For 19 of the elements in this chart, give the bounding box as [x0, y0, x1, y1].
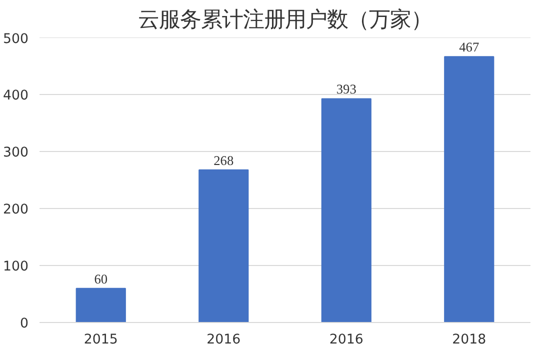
data-label: 60: [94, 271, 108, 286]
bar: [444, 56, 494, 322]
x-tick-label: 2016: [206, 332, 241, 348]
data-label: 393: [336, 82, 357, 97]
x-tick-label: 2015: [84, 332, 118, 348]
bar: [321, 98, 372, 322]
chart-title: 云服务累计注册用户数（万家）: [138, 8, 432, 32]
data-label: 268: [214, 152, 234, 168]
y-tick-label: 0: [20, 316, 29, 332]
y-tick-label: 400: [3, 88, 29, 104]
bar: [198, 169, 249, 322]
y-tick-label: 500: [3, 32, 29, 47]
y-tick-label: 300: [3, 146, 29, 161]
data-label: 467: [459, 40, 480, 55]
y-tick-label: 200: [3, 202, 29, 218]
bar: [76, 288, 126, 322]
x-tick-label: 2016: [329, 332, 364, 348]
y-tick-label: 100: [3, 260, 29, 275]
x-tick-label: 2018: [452, 332, 486, 348]
